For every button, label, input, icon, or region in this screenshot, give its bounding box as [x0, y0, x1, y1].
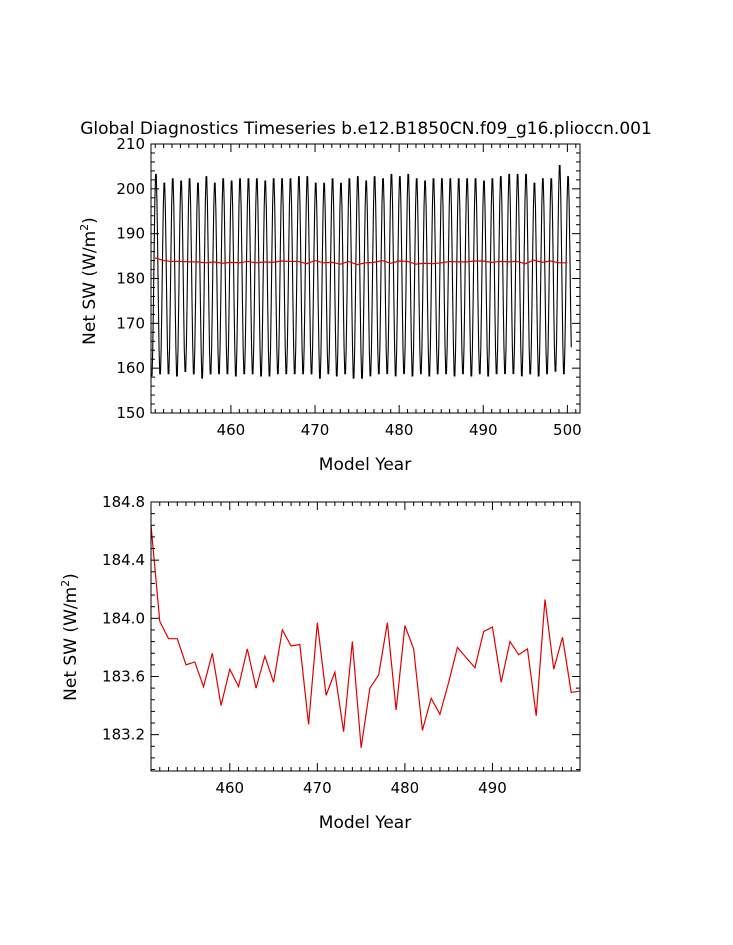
y-ticks: 150 160 170 180 190 200 210 — [116, 135, 580, 422]
figure-title: Global Diagnostics Timeseries b.e12.B185… — [80, 119, 652, 139]
y-tick-label: 184.0 — [102, 609, 145, 627]
y-axis-label: Net SW (W/m2) — [78, 217, 100, 345]
x-tick-label: 480 — [391, 779, 420, 797]
y-tick-label: 210 — [116, 135, 145, 153]
y-tick-label: 160 — [116, 359, 145, 377]
y-tick-label: 184.8 — [102, 493, 145, 511]
x-tick-label: 470 — [301, 421, 330, 439]
axis-frame — [150, 501, 581, 772]
x-ticks: 460 470 480 490 500 — [154, 144, 582, 439]
x-tick-label: 490 — [478, 779, 507, 797]
y-axis-label: Net SW (W/m2) — [59, 573, 81, 701]
y-tick-label: 183.6 — [102, 667, 145, 685]
y-tick-label: 200 — [116, 180, 145, 198]
y-tick-label: 183.2 — [102, 726, 145, 744]
monthly-series-line — [151, 165, 572, 379]
y-ticks: 183.2 183.6 184.0 184.4 184.8 — [102, 493, 580, 771]
plot-area — [151, 165, 572, 379]
y-tick-label: 170 — [116, 314, 145, 332]
annual-panel: 460 470 480 490 183.2 183.6 184.0 184.4 184.8 M… — [59, 493, 581, 833]
x-axis-label: Model Year — [319, 455, 411, 475]
x-tick-label: 480 — [385, 421, 414, 439]
y-tick-label: 190 — [116, 225, 145, 243]
y-tick-label: 150 — [116, 404, 145, 422]
plot-area — [151, 525, 580, 748]
x-tick-label: 470 — [303, 779, 332, 797]
x-tick-label: 490 — [469, 421, 498, 439]
monthly-panel: 460 470 480 490 500 150 160 170 180 190 200 210 Mo… — [78, 135, 582, 475]
annual-mean-line — [151, 525, 580, 748]
x-axis-label: Model Year — [319, 813, 411, 833]
x-tick-label: 460 — [215, 779, 244, 797]
x-tick-label: 460 — [217, 421, 246, 439]
x-tick-label: 500 — [553, 421, 582, 439]
y-tick-label: 180 — [116, 270, 145, 288]
plot-border — [150, 501, 581, 772]
y-tick-label: 184.4 — [102, 551, 145, 569]
annual-mean-line — [155, 257, 568, 266]
x-ticks: 460 470 480 490 — [150, 502, 581, 797]
